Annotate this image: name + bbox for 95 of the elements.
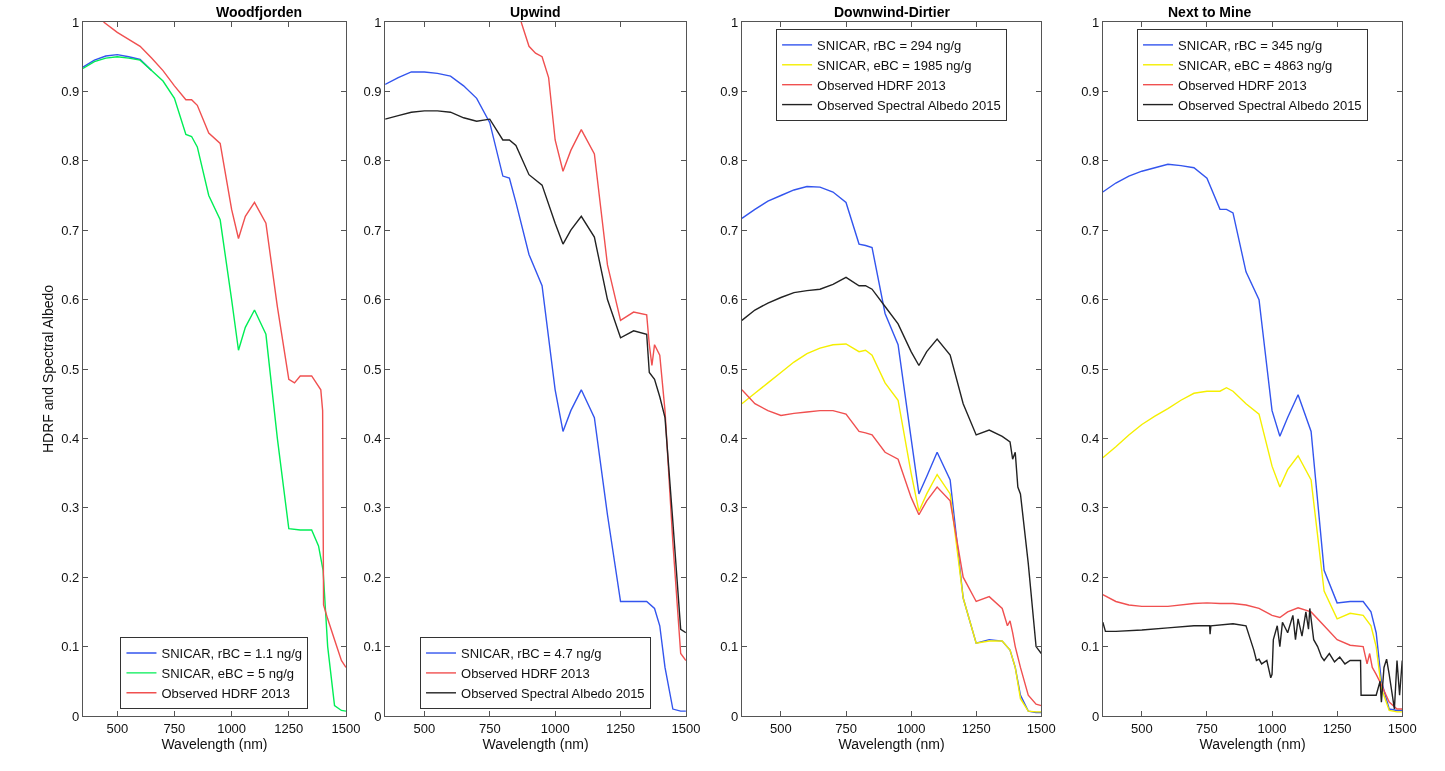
y-tick-label: 0.8 xyxy=(720,153,739,169)
x-tick-label: 1000 xyxy=(896,720,926,736)
y-tick-label: 0 xyxy=(374,708,382,724)
y-tick-label: 0 xyxy=(731,708,739,724)
chart-title: Downwind-Dirtier xyxy=(834,4,951,20)
x-tick-label: 1250 xyxy=(606,720,635,736)
legend-label: Observed HDRF 2013 xyxy=(161,685,291,701)
y-tick-label: 0.5 xyxy=(720,361,739,377)
legend-label: Observed HDRF 2013 xyxy=(461,665,590,681)
legend-label: Observed Spectral Albedo 2015 xyxy=(461,685,645,701)
y-tick-label: 0.7 xyxy=(363,222,382,238)
x-tick-label: 1500 xyxy=(331,720,361,736)
line-series xyxy=(1102,163,1403,712)
y-tick-label: 0 xyxy=(1091,708,1100,724)
legend-label: Observed HDRF 2013 xyxy=(1178,77,1307,93)
x-tick-label: 1500 xyxy=(1387,720,1417,736)
y-axis-title: HDRF and Spectral Albedo xyxy=(39,284,56,454)
y-tick-label: 1 xyxy=(374,14,382,30)
y-tick-label: 0.4 xyxy=(720,430,739,446)
y-tick-label: 0 xyxy=(72,708,80,724)
y-tick-label: 0.8 xyxy=(61,153,80,169)
chart-title: Woodfjorden xyxy=(216,4,303,20)
y-tick-label: 1 xyxy=(731,14,739,30)
legend-label: Observed Spectral Albedo 2015 xyxy=(1178,97,1362,113)
y-tick-label: 0.1 xyxy=(61,639,80,655)
legend-label: SNICAR, rBC = 345 ng/g xyxy=(1178,37,1323,53)
line-series xyxy=(102,22,346,669)
y-tick-label: 0.6 xyxy=(1081,292,1100,308)
x-axis-title: Wavelength (nm) xyxy=(161,735,268,752)
y-tick-label: 1 xyxy=(72,14,80,30)
x-tick-label: 1000 xyxy=(1257,720,1287,736)
x-tick-label: 750 xyxy=(478,720,501,736)
y-tick-label: 0.7 xyxy=(61,222,80,238)
line-series xyxy=(385,110,686,634)
x-tick-label: 500 xyxy=(770,720,792,736)
y-tick-label: 1 xyxy=(1091,14,1100,30)
x-tick-label: 1250 xyxy=(1322,720,1352,736)
y-tick-label: 0.5 xyxy=(1081,361,1100,377)
y-tick-label: 0.1 xyxy=(1081,639,1100,655)
chart-title: Upwind xyxy=(510,4,561,20)
y-tick-label: 0.3 xyxy=(1081,500,1100,516)
legend-label: SNICAR, rBC = 294 ng/g xyxy=(817,37,962,53)
legend-label: SNICAR, eBC = 5 ng/g xyxy=(161,665,295,681)
y-tick-label: 0.5 xyxy=(61,361,80,377)
x-tick-label: 1500 xyxy=(1026,720,1056,736)
y-tick-label: 0.2 xyxy=(1081,569,1100,585)
legend-label: SNICAR, rBC = 1.1 ng/g xyxy=(161,646,302,662)
legend-label: SNICAR, rBC = 4.7 ng/g xyxy=(461,646,602,662)
y-tick-label: 0.3 xyxy=(61,500,80,516)
y-tick-label: 0.8 xyxy=(1081,153,1100,169)
y-tick-label: 0.7 xyxy=(1081,222,1100,238)
y-tick-label: 0.1 xyxy=(363,639,382,655)
x-tick-label: 750 xyxy=(163,720,186,736)
x-tick-label: 500 xyxy=(413,720,436,736)
x-tick-label: 750 xyxy=(1196,720,1218,736)
x-tick-label: 500 xyxy=(106,720,129,736)
chart-title: Next to Mine xyxy=(1168,4,1252,20)
line-series xyxy=(82,56,346,712)
x-axis-title: Wavelength (nm) xyxy=(1199,735,1306,752)
y-tick-label: 0.9 xyxy=(1081,83,1100,99)
y-tick-label: 0.7 xyxy=(720,222,739,238)
line-series xyxy=(1102,387,1403,713)
x-tick-label: 750 xyxy=(835,720,857,736)
y-tick-label: 0.9 xyxy=(61,83,80,99)
y-tick-label: 0.4 xyxy=(61,430,80,446)
legend-label: Observed HDRF 2013 xyxy=(817,77,946,93)
y-tick-label: 0.2 xyxy=(720,569,739,585)
y-tick-label: 0.3 xyxy=(363,500,382,516)
y-tick-label: 0.9 xyxy=(363,83,382,99)
y-tick-label: 0.1 xyxy=(720,639,739,655)
line-series xyxy=(385,71,686,712)
x-tick-label: 1000 xyxy=(540,720,570,736)
x-tick-label: 500 xyxy=(1131,720,1153,736)
y-tick-label: 0.2 xyxy=(363,569,382,585)
line-series xyxy=(520,22,686,662)
y-tick-label: 0.2 xyxy=(61,569,80,585)
x-tick-label: 1250 xyxy=(274,720,304,736)
y-tick-label: 0.6 xyxy=(363,292,382,308)
legend-label: Observed Spectral Albedo 2015 xyxy=(817,97,1001,113)
y-tick-label: 0.8 xyxy=(363,153,382,169)
y-tick-label: 0.3 xyxy=(720,500,739,516)
x-axis-title: Wavelength (nm) xyxy=(482,735,589,752)
legend-label: SNICAR, eBC = 1985 ng/g xyxy=(817,57,972,73)
x-tick-label: 1000 xyxy=(217,720,247,736)
x-tick-label: 1500 xyxy=(671,720,701,736)
y-tick-label: 0.5 xyxy=(363,361,382,377)
x-tick-label: 1250 xyxy=(961,720,991,736)
y-tick-label: 0.6 xyxy=(720,292,739,308)
legend-label: SNICAR, eBC = 4863 ng/g xyxy=(1178,57,1333,73)
y-tick-label: 0.4 xyxy=(1081,430,1100,446)
y-tick-label: 0.6 xyxy=(61,292,80,308)
x-axis-title: Wavelength (nm) xyxy=(838,735,945,752)
y-tick-label: 0.9 xyxy=(720,83,739,99)
y-tick-label: 0.4 xyxy=(363,430,382,446)
line-series xyxy=(741,276,1042,655)
